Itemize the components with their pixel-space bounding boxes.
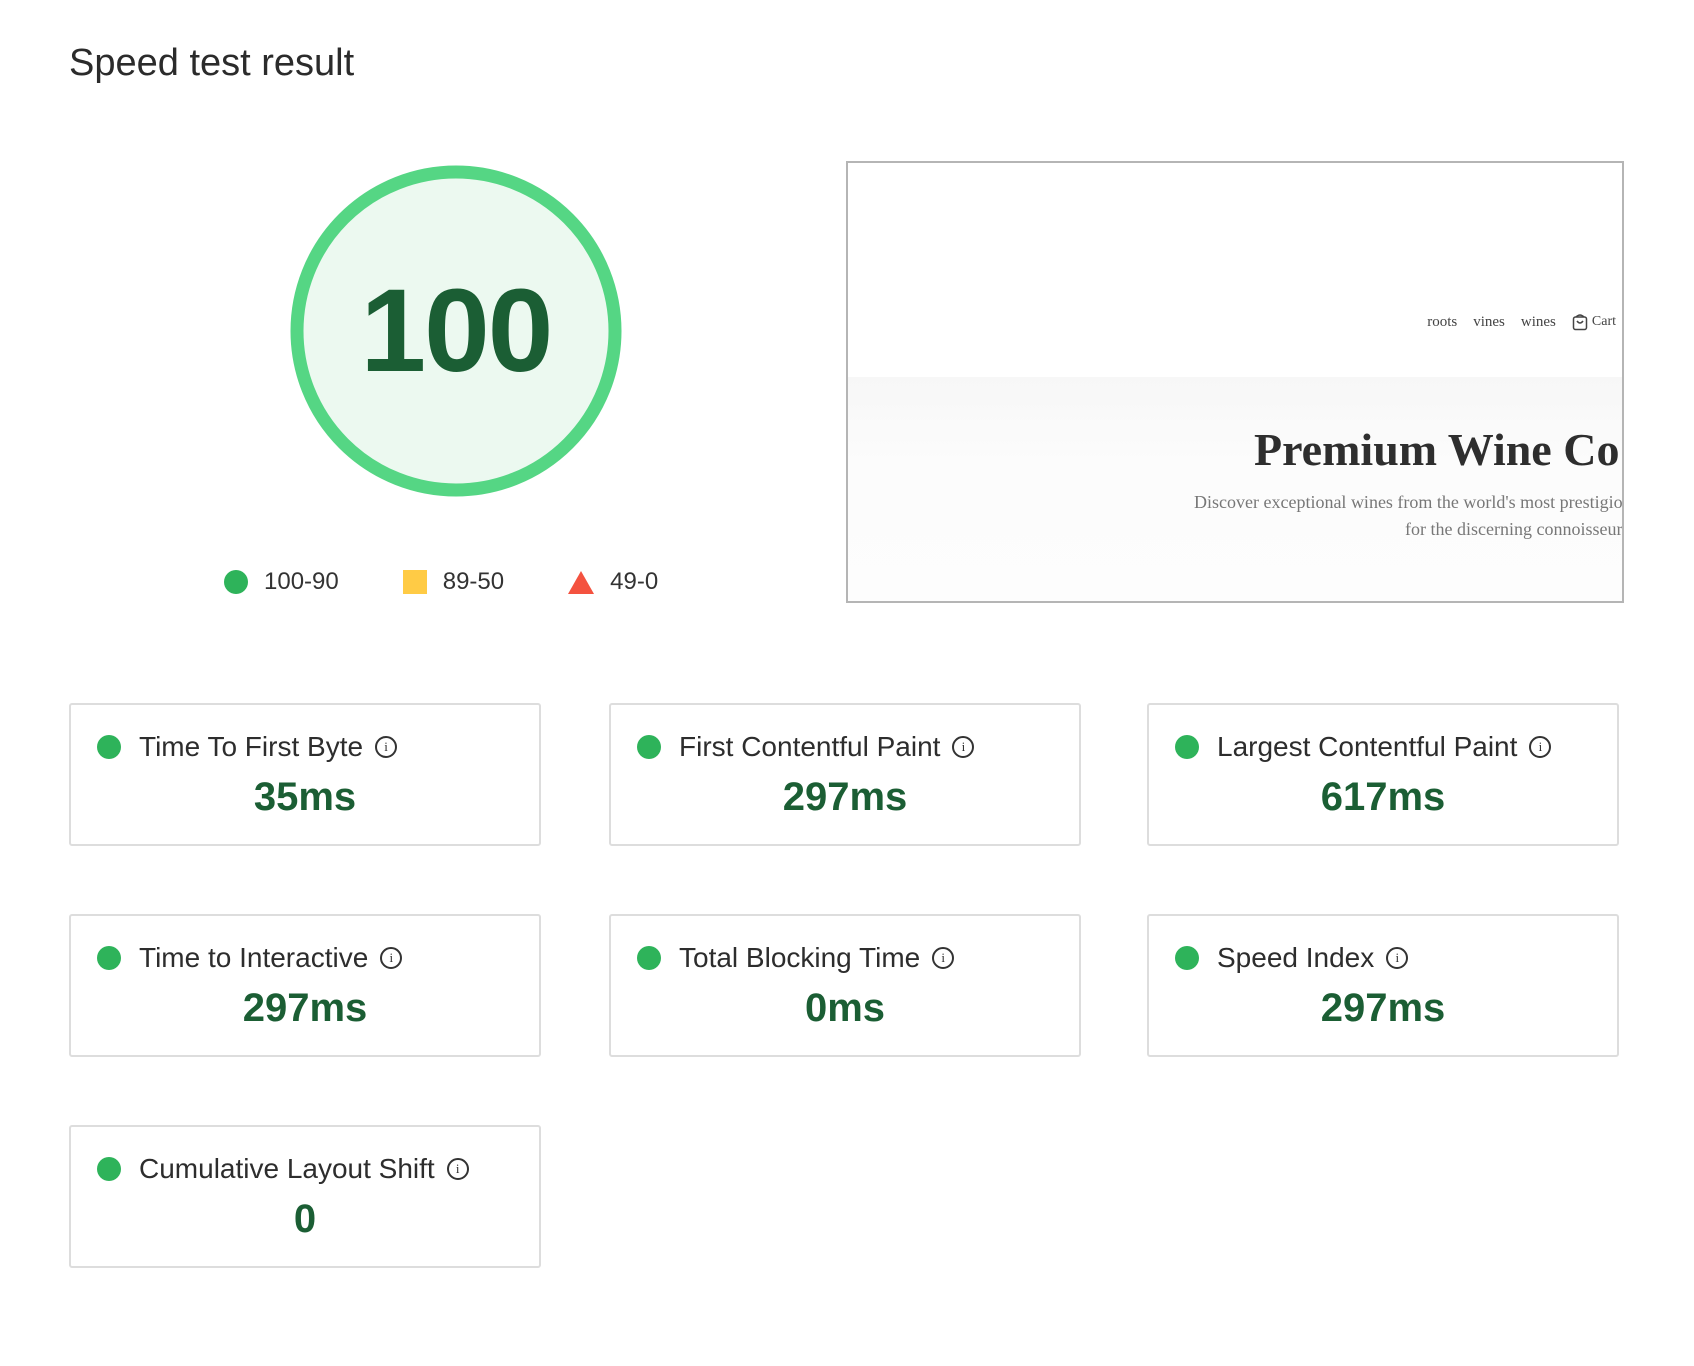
status-dot-icon — [637, 946, 661, 970]
score-gauge — [290, 165, 622, 497]
info-icon[interactable]: i — [1386, 947, 1409, 969]
legend-average: 89-50 — [402, 568, 505, 596]
metric-card-fcp: First Contentful Paint i 297ms — [609, 703, 1081, 846]
preview-nav: roots vines wines Cart — [1411, 313, 1616, 331]
metric-value: 0 — [293, 1197, 317, 1241]
status-dot-icon — [97, 1157, 121, 1181]
yellow-square-icon — [402, 570, 427, 594]
metric-header: Time To First Byte i — [97, 731, 398, 763]
preview-subtitle: Discover exceptional wines from the worl… — [1194, 492, 1623, 512]
metric-card-tbt: Total Blocking Time i 0ms — [609, 914, 1081, 1057]
score-value: 100 — [360, 265, 554, 397]
info-icon[interactable]: i — [1529, 736, 1552, 758]
metric-header: Cumulative Layout Shift i — [97, 1153, 469, 1185]
status-dot-icon — [1175, 946, 1199, 970]
metric-card-lcp: Largest Contentful Paint i 617ms — [1147, 703, 1619, 846]
legend-good: 100-90 — [224, 568, 339, 596]
status-dot-icon — [1175, 735, 1199, 759]
score-legend: 100-90 89-50 49-0 — [224, 568, 722, 596]
metric-header: Speed Index i — [1175, 942, 1409, 974]
metric-value: 297ms — [242, 986, 368, 1030]
nav-link: vines — [1473, 313, 1505, 330]
status-dot-icon — [637, 735, 661, 759]
preview-hero-title: Premium Wine Co — [1254, 424, 1620, 475]
metric-value: 617ms — [1320, 775, 1446, 819]
score-ring — [290, 165, 622, 497]
info-icon[interactable]: i — [380, 947, 403, 969]
legend-label: 89-50 — [442, 568, 505, 595]
info-icon[interactable]: i — [375, 736, 398, 758]
metric-label: Time to Interactive — [139, 942, 369, 973]
info-icon[interactable]: i — [952, 736, 975, 758]
metric-value: 0ms — [804, 986, 886, 1030]
nav-link: roots — [1427, 313, 1458, 330]
metric-card-cls: Cumulative Layout Shift i 0 — [69, 1125, 541, 1268]
metric-header: Largest Contentful Paint i — [1175, 731, 1552, 763]
metric-label: Cumulative Layout Shift — [139, 1153, 435, 1184]
cart-link: Cart — [1572, 313, 1616, 331]
preview-subtitle: for the discerning connoisseur — [1405, 519, 1623, 539]
metric-card-ttfb: Time To First Byte i 35ms — [69, 703, 541, 846]
red-triangle-icon — [568, 570, 595, 594]
page-screenshot-preview: roots vines wines Cart Premium Wine Co D… — [846, 161, 1624, 603]
metric-header: First Contentful Paint i — [637, 731, 975, 763]
metric-label: Total Blocking Time — [679, 942, 921, 973]
metric-label: Largest Contentful Paint — [1217, 731, 1518, 762]
metric-header: Total Blocking Time i — [637, 942, 955, 974]
status-dot-icon — [97, 946, 121, 970]
info-icon[interactable]: i — [446, 1158, 469, 1180]
metric-value: 35ms — [253, 775, 357, 819]
metric-card-tti: Time to Interactive i 297ms — [69, 914, 541, 1057]
page-title: Speed test result — [69, 42, 355, 84]
legend-label: 100-90 — [264, 568, 339, 595]
metric-card-speed-index: Speed Index i 297ms — [1147, 914, 1619, 1057]
metric-label: First Contentful Paint — [679, 731, 941, 762]
metric-value: 297ms — [1320, 986, 1446, 1030]
legend-poor: 49-0 — [568, 568, 658, 596]
metric-header: Time to Interactive i — [97, 942, 403, 974]
nav-link: wines — [1520, 313, 1556, 330]
metric-label: Speed Index — [1217, 942, 1375, 973]
cart-bag-icon — [1572, 314, 1588, 331]
legend-label: 49-0 — [610, 568, 659, 595]
metric-label: Time To First Byte — [139, 731, 364, 762]
metric-value: 297ms — [782, 775, 908, 819]
green-circle-icon — [224, 570, 248, 594]
status-dot-icon — [97, 735, 121, 759]
info-icon[interactable]: i — [932, 947, 955, 969]
